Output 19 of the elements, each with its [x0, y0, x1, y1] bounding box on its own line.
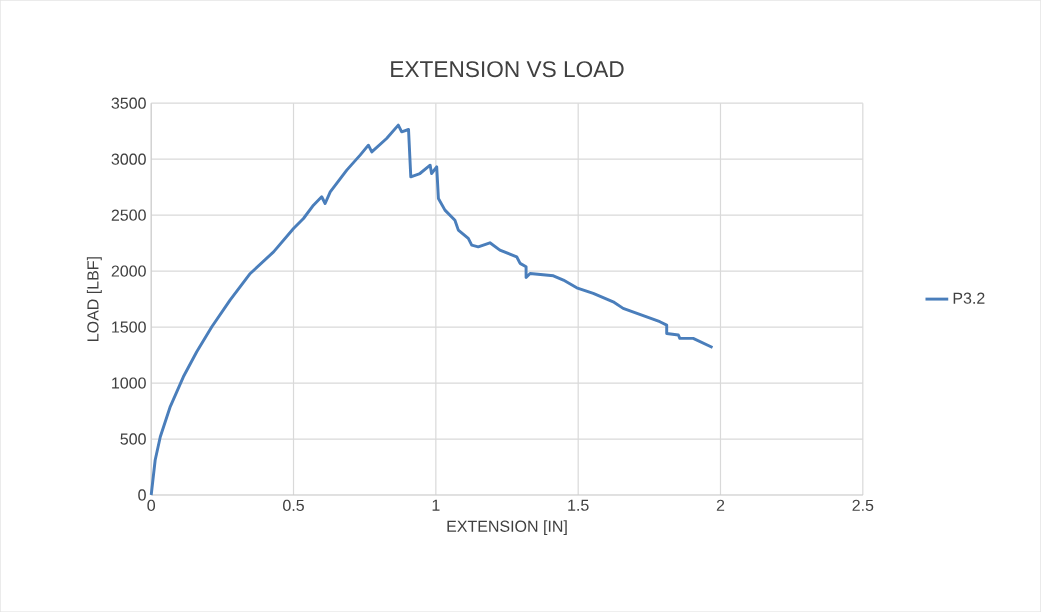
y-tick-label: 2500 — [111, 209, 146, 221]
x-tick-label: 0.5 — [283, 499, 304, 511]
legend-label: P3.2 — [953, 292, 985, 304]
x-tick-label: 1 — [432, 499, 440, 511]
x-tick-label: 1.5 — [568, 499, 589, 511]
x-tick-label: 2 — [716, 499, 725, 511]
y-tick-label: 1000 — [112, 377, 146, 389]
chart-title: EXTENSION VS LOAD — [391, 61, 624, 78]
x-axis-title: EXTENSION [IN] — [447, 520, 567, 535]
y-tick-label: 0 — [138, 489, 146, 501]
x-tick-label: 0 — [147, 499, 156, 511]
x-tick-label: 2.5 — [852, 499, 874, 511]
y-tick-label: 3000 — [111, 153, 146, 165]
y-tick-label: 500 — [120, 433, 146, 445]
line-series — [149, 123, 714, 497]
y-tick-label: 1500 — [112, 321, 146, 333]
y-tick-label: 3500 — [111, 97, 146, 109]
y-axis-title: LOAD [LBF] — [86, 257, 102, 341]
y-tick-label: 2000 — [111, 265, 146, 277]
